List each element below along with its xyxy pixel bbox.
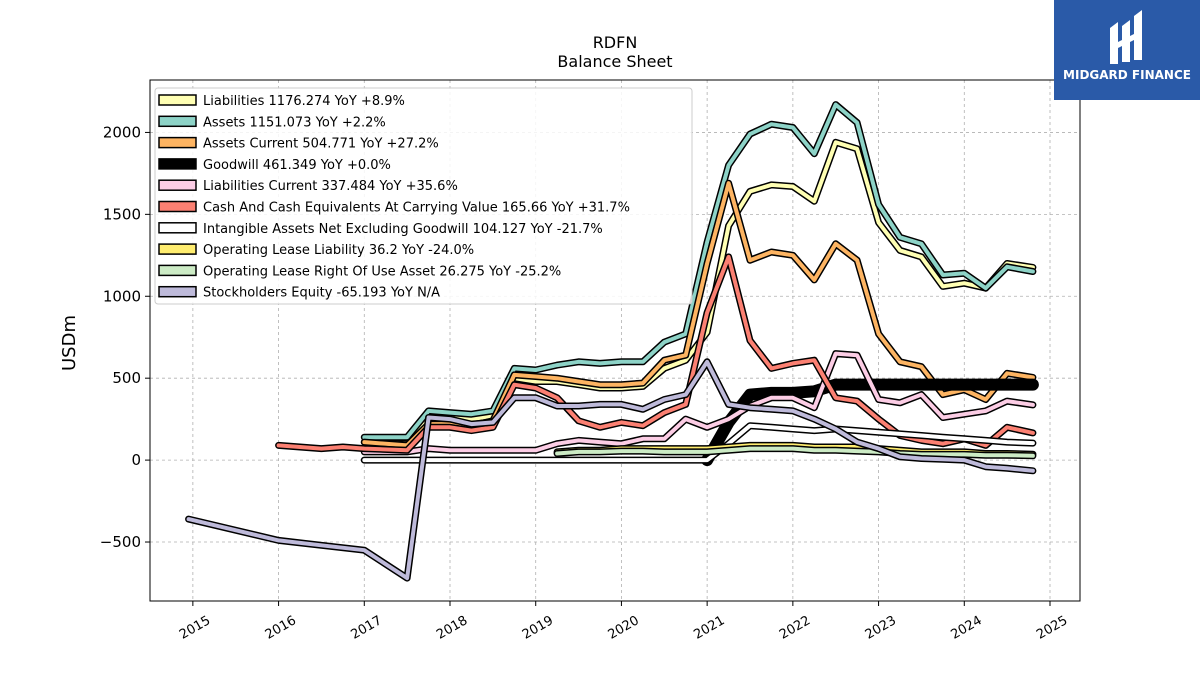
legend-swatch	[158, 115, 197, 128]
y-tick-label: 1000	[103, 287, 141, 305]
series-line	[362, 351, 1035, 454]
legend-swatch	[158, 243, 197, 255]
legend-swatch	[158, 94, 197, 106]
y-tick-label: 0	[131, 451, 141, 469]
x-tick-label: 2021	[691, 613, 727, 643]
legend-label: Operating Lease Right Of Use Asset 26.27…	[203, 264, 561, 279]
legend-label: Assets Current 504.771 YoY +27.2%	[203, 137, 439, 152]
legend-label: Intangible Assets Net Excluding Goodwill…	[203, 222, 603, 237]
x-tick-label: 2020	[606, 613, 642, 643]
y-tick-label: −500	[100, 533, 141, 551]
legend-label: Liabilities Current 337.484 YoY +35.6%	[203, 179, 458, 194]
legend: Liabilities 1176.274 YoY +8.9% Assets 115…	[154, 87, 693, 305]
x-tick-label: 2023	[863, 613, 899, 643]
y-tick-label: 1500	[103, 205, 141, 223]
series-line	[362, 102, 1035, 440]
y-tick-label: 2000	[103, 123, 141, 141]
legend-label: Goodwill 461.349 YoY +0.0%	[203, 158, 391, 173]
x-tick-label: 2015	[177, 613, 213, 643]
legend-swatch	[158, 264, 197, 277]
x-tick-label: 2018	[434, 613, 470, 643]
legend-label: Cash And Cash Equivalents At Carrying Va…	[203, 201, 630, 216]
chart-subtitle: Balance Sheet	[557, 52, 672, 71]
series-line	[555, 446, 1035, 458]
logo-mark-icon	[1110, 10, 1142, 64]
series-lines	[185, 101, 1039, 582]
plot-frame	[149, 79, 1081, 602]
legend-swatch	[158, 179, 197, 191]
legend-swatch	[158, 222, 197, 234]
series-line	[362, 423, 1035, 463]
legend-label: Liabilities 1176.274 YoY +8.9%	[203, 94, 405, 109]
legend-label: Assets 1151.073 YoY +2.2%	[203, 115, 386, 130]
x-tick-label: 2024	[948, 613, 984, 643]
x-tick-label: 2022	[777, 613, 813, 643]
logo-text: MIDGARD FINANCE	[1063, 68, 1191, 82]
legend-swatch	[158, 200, 197, 213]
chart-title: RDFN	[593, 33, 638, 52]
legend-label: Operating Lease Liability 36.2 YoY -24.0…	[203, 243, 474, 258]
midgard-finance-logo: MIDGARD FINANCE	[1054, 0, 1200, 100]
y-tick-label: 500	[112, 369, 141, 387]
x-tick-label: 2016	[263, 613, 299, 643]
legend-swatch	[158, 136, 197, 149]
legend-swatch	[158, 285, 197, 298]
x-tick-label: 2019	[520, 613, 556, 643]
x-tick-label: 2017	[348, 613, 384, 643]
series-line	[186, 359, 1035, 581]
x-tick-label: 2025	[1034, 613, 1070, 643]
legend-swatch	[158, 158, 197, 170]
y-axis-label: USDm	[59, 315, 80, 371]
legend-box	[154, 87, 693, 305]
legend-label: Stockholders Equity -65.193 YoY N/A	[203, 286, 440, 301]
